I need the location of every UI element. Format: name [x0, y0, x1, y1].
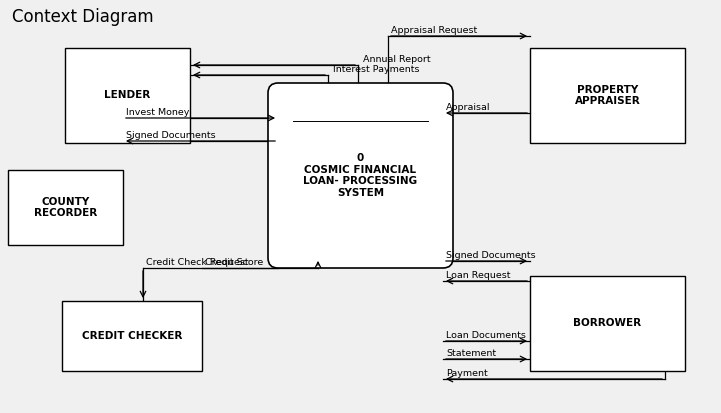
FancyBboxPatch shape	[268, 83, 453, 268]
Text: Context Diagram: Context Diagram	[12, 8, 154, 26]
Text: 0
COSMIC FINANCIAL
LOAN- PROCESSING
SYSTEM: 0 COSMIC FINANCIAL LOAN- PROCESSING SYST…	[304, 153, 417, 198]
Text: Interest Payments: Interest Payments	[333, 65, 420, 74]
Bar	[62, 301, 202, 371]
Text: CREDIT CHECKER: CREDIT CHECKER	[81, 331, 182, 341]
Text: Appraisal: Appraisal	[446, 103, 490, 112]
Bar	[530, 48, 685, 143]
Text: Signed Documents: Signed Documents	[446, 251, 536, 260]
Bar	[530, 276, 685, 371]
Text: BORROWER: BORROWER	[573, 318, 642, 328]
Text: Credit Check Request: Credit Check Request	[146, 258, 249, 267]
Bar	[8, 170, 123, 245]
Text: Loan Request: Loan Request	[446, 271, 510, 280]
Text: COUNTY
RECORDER: COUNTY RECORDER	[34, 197, 97, 218]
Text: Loan Documents: Loan Documents	[446, 331, 526, 340]
Text: Invest Money: Invest Money	[126, 108, 190, 117]
Text: Annual Report: Annual Report	[363, 55, 430, 64]
Text: Signed Documents: Signed Documents	[126, 131, 216, 140]
Text: Credit Score: Credit Score	[205, 258, 263, 267]
Bar	[65, 48, 190, 143]
Text: Payment: Payment	[446, 369, 487, 378]
Text: Appraisal Request: Appraisal Request	[391, 26, 477, 35]
Text: PROPERTY
APPRAISER: PROPERTY APPRAISER	[575, 85, 640, 106]
Text: LENDER: LENDER	[105, 90, 151, 100]
Text: Statement: Statement	[446, 349, 496, 358]
